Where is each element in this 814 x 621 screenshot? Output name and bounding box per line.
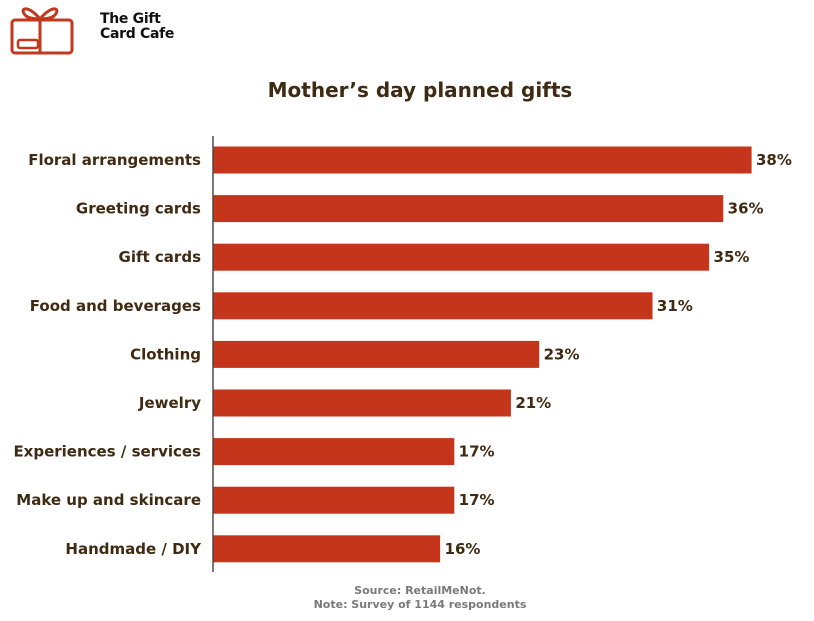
category-label: Handmade / DIY [65, 540, 202, 558]
category-label: Floral arrangements [28, 151, 201, 169]
bar [213, 292, 653, 320]
category-label: Make up and skincare [16, 491, 201, 509]
survey-note: Note: Survey of 1144 respondents [313, 598, 527, 611]
value-label: 36% [728, 200, 764, 218]
bar [213, 389, 511, 417]
value-label: 38% [756, 151, 792, 169]
bar [213, 438, 455, 466]
category-label: Clothing [130, 345, 201, 363]
value-label: 21% [515, 394, 551, 412]
category-label: Experiences / services [13, 443, 201, 461]
bar [213, 535, 441, 563]
gift-card-icon [10, 7, 74, 55]
value-label: 17% [459, 491, 495, 509]
value-label: 31% [657, 297, 693, 315]
bar [213, 340, 540, 368]
bar [213, 146, 752, 174]
value-label: 17% [459, 443, 495, 461]
bar [213, 195, 724, 223]
bar [213, 486, 455, 514]
brand-logo: The Gift Card Cafe [10, 2, 190, 58]
bar [213, 243, 710, 271]
chart-title: Mother’s day planned gifts [267, 78, 573, 102]
value-label: 23% [544, 345, 580, 363]
source-note: Source: RetailMeNot. [354, 584, 486, 597]
category-label: Food and beverages [30, 297, 201, 315]
category-label: Jewelry [138, 394, 201, 412]
brand-name: The Gift Card Cafe [100, 12, 174, 42]
brand-name-line2: Card Cafe [100, 26, 175, 42]
brand-name-line1: The Gift [100, 11, 161, 27]
category-label: Gift cards [119, 248, 202, 266]
value-label: 16% [445, 540, 481, 558]
value-label: 35% [714, 248, 750, 266]
category-label: Greeting cards [76, 200, 201, 218]
